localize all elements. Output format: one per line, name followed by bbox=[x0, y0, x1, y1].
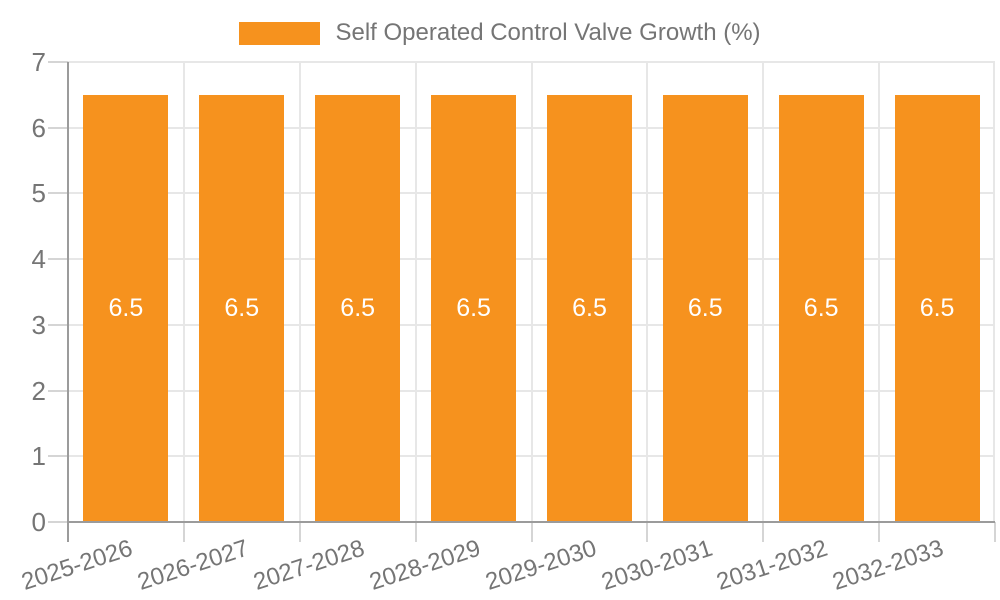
x-tick-1 bbox=[182, 522, 185, 542]
bar-2030-2031[interactable]: 6.5 bbox=[662, 94, 748, 522]
y-axis-label-2: 2 bbox=[31, 375, 46, 406]
x-tick-5 bbox=[646, 522, 649, 542]
bar-value-label: 6.5 bbox=[340, 293, 376, 322]
x-axis-label-2029-2030: 2029-2030 bbox=[481, 534, 600, 596]
x-axis-label-2030-2031: 2030-2031 bbox=[597, 534, 716, 596]
x-axis-label-2031-2032: 2031-2032 bbox=[713, 534, 832, 596]
y-axis-label-0: 0 bbox=[31, 507, 46, 537]
bar-value-label: 6.5 bbox=[108, 293, 144, 322]
gridline-v-8 bbox=[993, 62, 995, 522]
y-axis-label-4: 4 bbox=[31, 244, 46, 275]
x-axis-label-2028-2029: 2028-2029 bbox=[366, 534, 484, 596]
x-tick-2 bbox=[298, 522, 301, 542]
y-axis-label-3: 3 bbox=[31, 309, 46, 340]
plot-area: 6.5 6.5 6.5 6.5 6.5 6.5 6.5 6.5 bbox=[67, 61, 995, 542]
x-tick-4 bbox=[530, 522, 533, 542]
bar-2032-2033[interactable]: 6.5 bbox=[894, 94, 980, 522]
x-tick-6 bbox=[762, 522, 765, 542]
x-axis-label-2027-2028: 2027-2028 bbox=[250, 534, 368, 596]
gridline-v-5 bbox=[646, 62, 649, 522]
bar-2028-2029[interactable]: 6.5 bbox=[431, 94, 517, 522]
gridline-v-3 bbox=[414, 62, 417, 522]
gridline-v-6 bbox=[762, 62, 765, 522]
x-tick-8 bbox=[994, 522, 996, 542]
bar-value-label: 6.5 bbox=[919, 293, 955, 322]
y-tick-3 bbox=[48, 323, 68, 326]
x-axis-line bbox=[68, 521, 995, 523]
y-tick-4 bbox=[48, 258, 68, 261]
x-axis-label-2025-2026: 2025-2026 bbox=[18, 534, 136, 596]
gridline-v-4 bbox=[530, 62, 533, 522]
y-axis-label-6: 6 bbox=[31, 112, 46, 143]
y-tick-6 bbox=[48, 126, 68, 129]
y-tick-1 bbox=[48, 455, 68, 458]
y-tick-0 bbox=[48, 521, 68, 523]
bar-value-label: 6.5 bbox=[803, 293, 839, 322]
y-tick-5 bbox=[48, 192, 68, 195]
bar-value-label: 6.5 bbox=[572, 293, 607, 322]
bar-2029-2030[interactable]: 6.5 bbox=[547, 94, 632, 522]
x-axis-label-2026-2027: 2026-2027 bbox=[134, 534, 252, 596]
y-tick-7 bbox=[48, 61, 68, 63]
bar-2026-2027[interactable]: 6.5 bbox=[199, 94, 285, 522]
y-axis-label-1: 1 bbox=[31, 441, 46, 472]
gridline-v-7 bbox=[878, 62, 881, 522]
bar-2031-2032[interactable]: 6.5 bbox=[778, 94, 864, 522]
gridline-v-1 bbox=[182, 62, 185, 522]
bar-value-label: 6.5 bbox=[687, 293, 723, 322]
gridline-v-2 bbox=[298, 62, 301, 522]
bar-value-label: 6.5 bbox=[456, 293, 491, 322]
bar-2027-2028[interactable]: 6.5 bbox=[315, 94, 401, 522]
legend[interactable]: Self Operated Control Valve Growth (%) bbox=[0, 18, 1000, 48]
y-axis-label-5: 5 bbox=[31, 178, 46, 209]
x-tick-3 bbox=[414, 522, 417, 542]
legend-swatch-icon bbox=[239, 21, 321, 45]
bar-2025-2026[interactable]: 6.5 bbox=[83, 94, 169, 522]
bar-value-label: 6.5 bbox=[224, 293, 260, 322]
legend-label: Self Operated Control Valve Growth (%) bbox=[335, 19, 761, 46]
y-axis-line bbox=[67, 62, 69, 542]
x-axis-label-2032-2033: 2032-2033 bbox=[829, 534, 948, 596]
y-axis-label-7: 7 bbox=[31, 47, 46, 77]
x-tick-7 bbox=[878, 522, 881, 542]
y-tick-2 bbox=[48, 389, 68, 392]
